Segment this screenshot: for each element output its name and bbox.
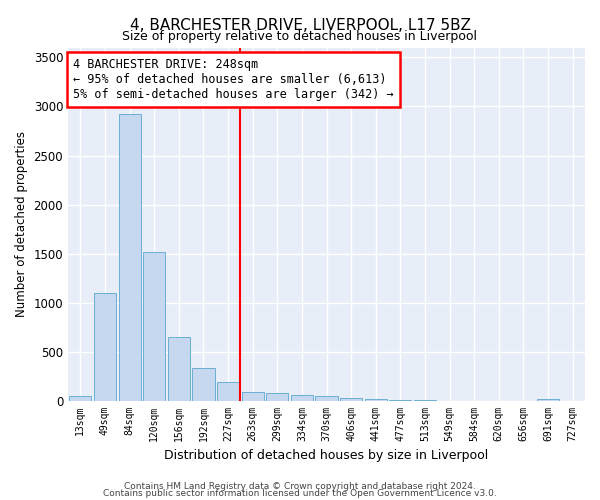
- Bar: [266, 392, 289, 401]
- Bar: [69, 396, 91, 401]
- Text: Size of property relative to detached houses in Liverpool: Size of property relative to detached ho…: [122, 30, 478, 43]
- Text: 4, BARCHESTER DRIVE, LIVERPOOL, L17 5BZ: 4, BARCHESTER DRIVE, LIVERPOOL, L17 5BZ: [130, 18, 470, 32]
- Bar: [291, 395, 313, 401]
- X-axis label: Distribution of detached houses by size in Liverpool: Distribution of detached houses by size …: [164, 450, 488, 462]
- Text: 4 BARCHESTER DRIVE: 248sqm
← 95% of detached houses are smaller (6,613)
5% of se: 4 BARCHESTER DRIVE: 248sqm ← 95% of deta…: [73, 58, 394, 101]
- Bar: [365, 399, 387, 401]
- Y-axis label: Number of detached properties: Number of detached properties: [15, 132, 28, 318]
- Bar: [242, 392, 264, 401]
- Bar: [537, 399, 559, 401]
- Bar: [94, 293, 116, 401]
- Bar: [340, 398, 362, 401]
- Bar: [143, 252, 165, 401]
- Bar: [316, 396, 338, 401]
- Bar: [119, 114, 140, 401]
- Text: Contains public sector information licensed under the Open Government Licence v3: Contains public sector information licen…: [103, 489, 497, 498]
- Bar: [193, 368, 215, 401]
- Bar: [389, 400, 412, 401]
- Bar: [414, 400, 436, 401]
- Text: Contains HM Land Registry data © Crown copyright and database right 2024.: Contains HM Land Registry data © Crown c…: [124, 482, 476, 491]
- Bar: [168, 337, 190, 401]
- Bar: [217, 382, 239, 401]
